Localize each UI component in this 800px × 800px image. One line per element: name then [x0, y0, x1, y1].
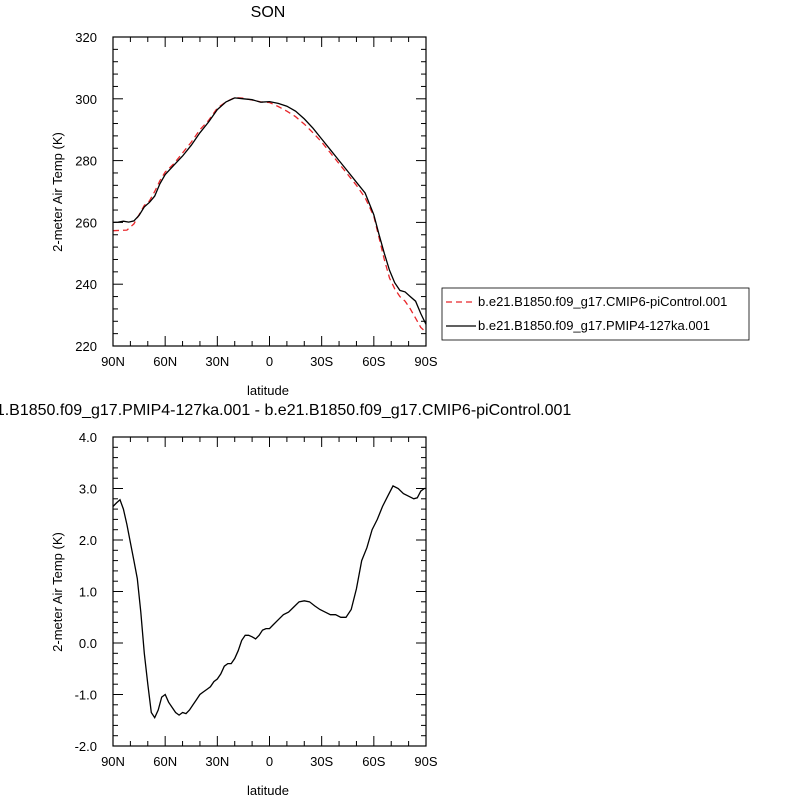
top-y-tick-label: 280	[75, 154, 97, 169]
top-series-line-1	[112, 97, 427, 325]
legend-label-picontrol: b.e21.B1850.f09_g17.CMIP6-piControl.001	[478, 294, 727, 309]
bottom-x-tick-label: 90S	[414, 754, 437, 769]
legend-label-127ka: b.e21.B1850.f09_g17.PMIP4-127ka.001	[478, 318, 710, 333]
top-plot-frame	[112, 36, 427, 347]
top-chart-title: SON	[251, 4, 286, 21]
bottom-y-tick-label: -2.0	[75, 739, 97, 754]
bottom-y-tick-label: 4.0	[79, 430, 97, 445]
bottom-y-tick-label: 3.0	[79, 482, 97, 497]
bottom-x-tick-label: 0	[266, 754, 273, 769]
top-x-tick-label: 90N	[101, 354, 125, 369]
bottom-x-tick-label: 30S	[310, 754, 333, 769]
top-x-tick-label: 0	[266, 354, 273, 369]
bottom-x-tick-label: 30N	[205, 754, 229, 769]
bottom-plot-frame	[112, 436, 427, 747]
bottom-y-tick-label: 1.0	[79, 585, 97, 600]
top-y-tick-label: 240	[75, 277, 97, 292]
bottom-series-line-0	[112, 485, 426, 720]
top-y-tick-label: 260	[75, 215, 97, 230]
bottom-x-tick-label: 60S	[362, 754, 385, 769]
top-x-tick-label: 90S	[414, 354, 437, 369]
bottom-x-axis-label: latitude	[247, 783, 289, 798]
bottom-y-tick-label: -1.0	[75, 688, 97, 703]
bottom-chart-title: b.e21.B1850.f09_g17.PMIP4-127ka.001 - b.…	[0, 402, 571, 419]
bottom-y-tick-label: 0.0	[79, 636, 97, 651]
top-y-tick-label: 320	[75, 30, 97, 45]
legend: b.e21.B1850.f09_g17.CMIP6-piControl.001 …	[441, 287, 750, 341]
top-y-tick-label: 220	[75, 339, 97, 354]
bottom-x-tick-label: 60N	[153, 754, 177, 769]
top-y-tick-label: 300	[75, 92, 97, 107]
bottom-plot-layer: 90N 60N 30N 0 30S 60S 90S -2.0 -1.0 0.0 1.0 2.0 3.0 4…	[75, 430, 438, 769]
bottom-x-tick-label: 90N	[101, 754, 125, 769]
legend-box	[441, 287, 750, 341]
bottom-panel: b.e21.B1850.f09_g17.PMIP4-127ka.001 - b.…	[0, 402, 571, 798]
top-series-line-0	[112, 96, 427, 333]
top-x-tick-label: 60N	[153, 354, 177, 369]
top-panel: SON 90N 60N 30N 0 30S 60S 90S 220 240 260 280 300 32…	[50, 4, 438, 398]
top-x-tick-label: 30N	[205, 354, 229, 369]
bottom-y-axis-label: 2-meter Air Temp (K)	[50, 532, 65, 652]
top-x-axis-label: latitude	[247, 383, 289, 398]
top-plot-layer: 90N 60N 30N 0 30S 60S 90S 220 240 260 280 300 320	[75, 30, 438, 369]
top-x-tick-label: 60S	[362, 354, 385, 369]
top-y-axis-label: 2-meter Air Temp (K)	[50, 132, 65, 252]
top-x-tick-label: 30S	[310, 354, 333, 369]
bottom-y-tick-label: 2.0	[79, 533, 97, 548]
